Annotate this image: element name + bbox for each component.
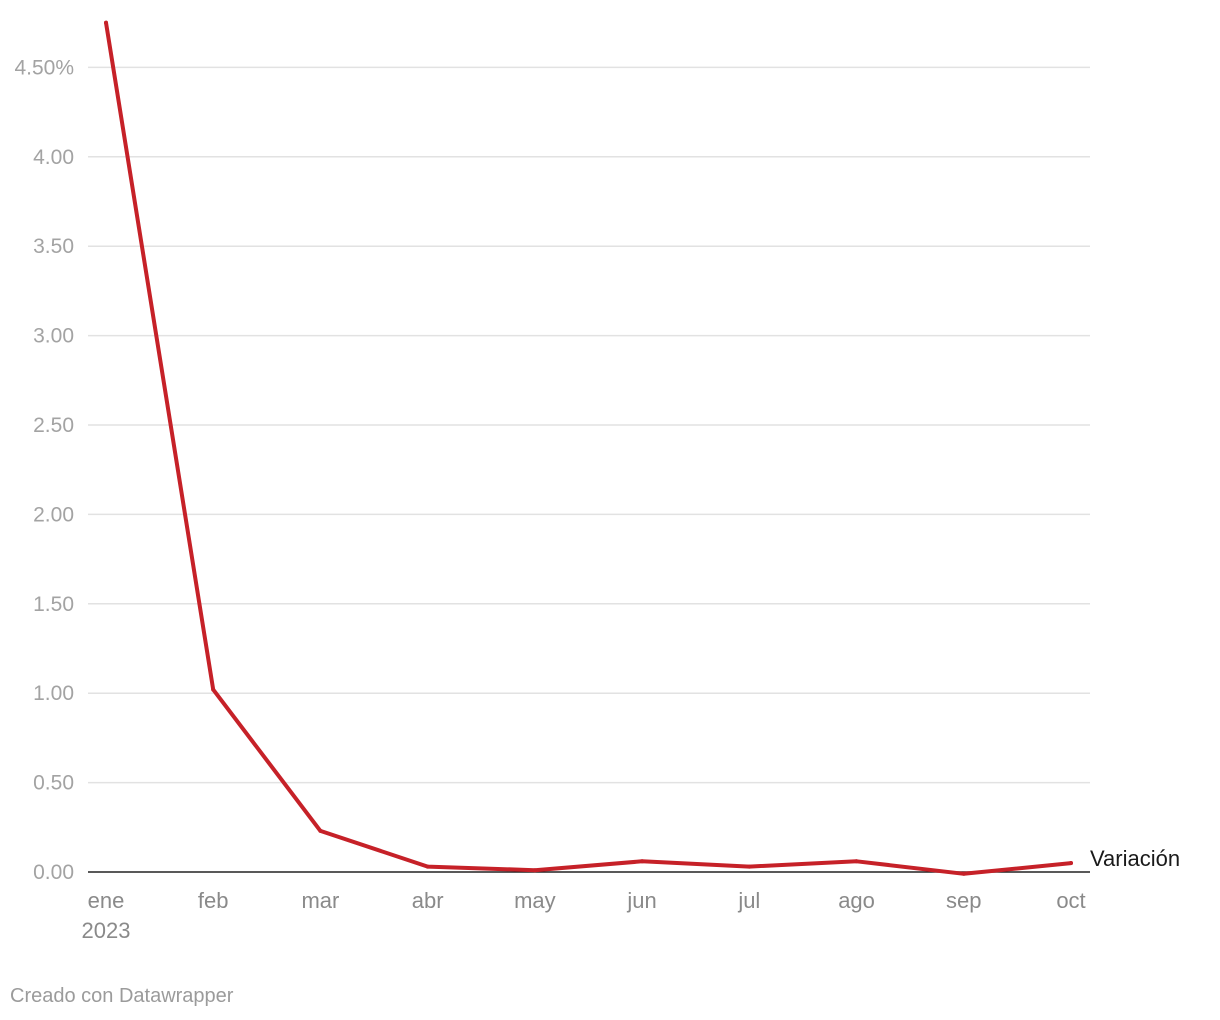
data-point	[747, 864, 752, 869]
y-tick-label: 1.50	[33, 593, 74, 616]
x-tick-label: feb	[198, 888, 229, 913]
data-point	[211, 687, 216, 692]
y-tick-label: 3.50	[33, 235, 74, 258]
series-label: Variación	[1090, 846, 1180, 871]
data-point	[640, 859, 645, 864]
x-year-label: 2023	[82, 918, 131, 943]
credit-text[interactable]: Creado con Datawrapper	[10, 985, 234, 1007]
y-tick-label: 0.50	[33, 772, 74, 795]
data-point	[1069, 861, 1073, 866]
x-axis: ene feb mar abr may jun jul ago sep oct 2023	[82, 888, 1086, 943]
data-point	[532, 868, 537, 873]
data-point	[854, 859, 859, 864]
series-layer: Variación	[104, 20, 1180, 876]
x-tick-label: ene	[88, 888, 125, 913]
y-tick-label: 1.00	[33, 682, 74, 705]
x-tick-label: ago	[838, 888, 875, 913]
data-point	[104, 20, 108, 25]
series-line	[104, 20, 1073, 876]
y-tick-label: 2.00	[33, 503, 74, 526]
x-tick-label: oct	[1056, 888, 1085, 913]
x-tick-label: mar	[301, 888, 339, 913]
x-tick-label: sep	[946, 888, 981, 913]
data-point	[425, 864, 430, 869]
data-point	[318, 828, 323, 833]
y-tick-label: 0.00	[33, 861, 74, 884]
gridlines	[88, 66, 1090, 873]
y-axis: 0.00 0.50 1.00 1.50 2.00 2.50 3.00 3.50 4.00 4.50…	[14, 56, 74, 884]
x-tick-label: jun	[626, 888, 656, 913]
data-point	[961, 871, 966, 876]
y-tick-label: 4.00	[33, 146, 74, 169]
x-tick-label: abr	[412, 888, 444, 913]
y-tick-label: 2.50	[33, 414, 74, 437]
y-tick-label: 4.50%	[14, 56, 74, 79]
x-tick-label: jul	[737, 888, 760, 913]
y-tick-label: 3.00	[33, 325, 74, 348]
x-tick-label: may	[514, 888, 556, 913]
